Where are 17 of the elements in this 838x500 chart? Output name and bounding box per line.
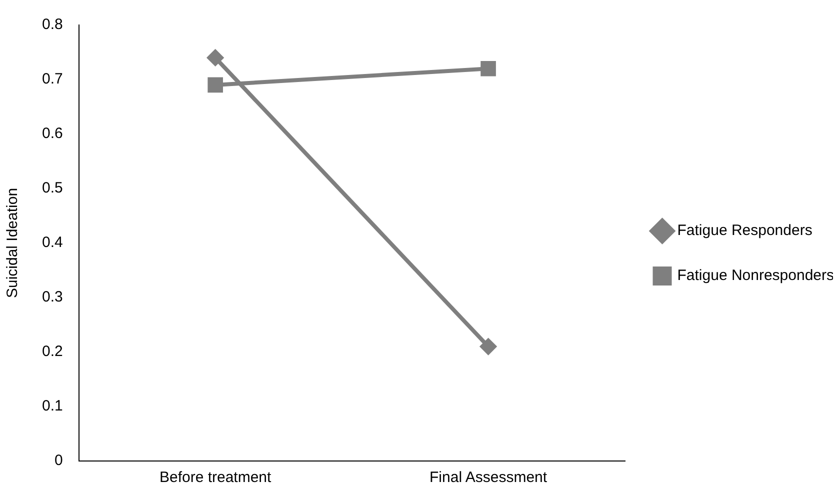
y-tick-label: 0 — [54, 452, 63, 470]
y-tick-label: 0.5 — [42, 180, 63, 197]
y-tick-label: 0.8 — [42, 16, 63, 34]
legend-label: Fatigue Responders — [677, 222, 812, 240]
point — [208, 77, 223, 93]
point — [480, 338, 496, 355]
y-tick-label: 0.2 — [42, 343, 63, 360]
y-axis-title: Suicidal Ideation — [4, 188, 22, 298]
y-tick-label: 0.3 — [42, 288, 63, 306]
y-tick-label: 0.6 — [42, 125, 63, 142]
point — [480, 60, 496, 76]
x-tick-label: Before treatment — [159, 469, 272, 486]
x-tick-label: Final Assessment — [430, 469, 548, 486]
y-tick-label: 0.7 — [42, 70, 63, 88]
y-tick-label: 0.1 — [42, 398, 63, 415]
point — [207, 50, 224, 66]
y-tick-label: 0.4 — [42, 234, 63, 252]
